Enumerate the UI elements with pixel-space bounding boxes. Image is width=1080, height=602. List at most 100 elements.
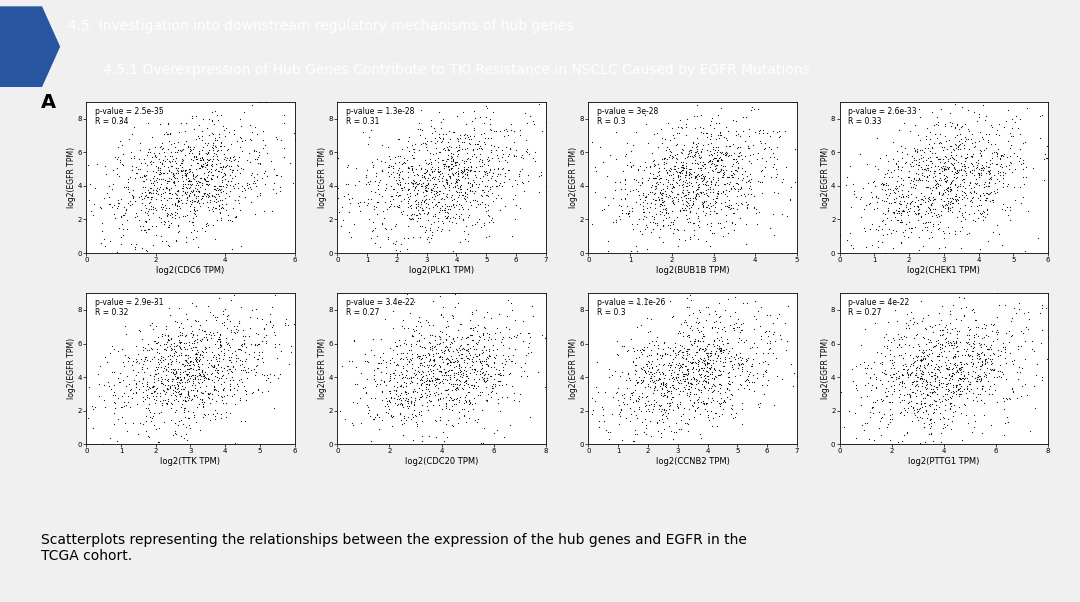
Point [697,370,714,380]
Point [191,370,208,380]
Point [702,129,719,138]
Point [124,388,141,398]
Point [178,314,195,323]
Point [638,222,656,232]
Point [180,164,198,173]
Point [433,137,450,147]
Point [707,193,725,203]
Point [414,360,431,370]
Point [962,357,980,367]
Point [403,356,420,365]
Point [139,147,157,157]
Point [907,209,924,219]
Point [394,361,411,371]
Point [717,150,734,160]
Point [416,227,433,237]
Point [502,298,519,308]
Point [905,357,922,367]
Point [187,383,204,393]
Point [686,350,703,359]
Point [692,326,710,335]
Point [973,150,990,160]
Point [599,246,617,255]
Point [951,226,969,236]
Point [735,190,753,199]
Point [621,187,638,196]
Point [329,153,347,163]
Point [707,356,725,366]
Point [996,347,1013,356]
Point [191,382,208,392]
Point [917,165,934,175]
Point [713,324,730,334]
Point [157,380,174,389]
Point [836,423,853,432]
Point [184,196,201,205]
Point [720,379,738,389]
Point [210,335,227,344]
Point [417,197,434,207]
Point [135,356,152,365]
Point [689,148,706,158]
Point [995,167,1012,176]
Point [865,204,882,214]
Point [177,136,194,146]
Point [124,393,141,403]
Point [900,398,917,408]
Point [937,364,955,374]
Point [410,367,428,376]
Point [172,370,189,379]
Point [671,175,688,185]
Point [204,143,221,153]
Point [654,417,672,426]
Point [707,373,725,382]
Point [431,352,448,362]
Point [214,162,231,172]
Point [827,392,845,402]
Point [190,181,207,190]
Point [627,376,645,385]
Point [619,209,636,219]
Point [113,344,131,354]
Point [688,364,705,373]
Point [422,116,440,125]
Point [885,376,902,386]
Point [711,312,728,322]
Point [420,379,437,388]
Point [929,385,946,394]
Point [214,392,231,402]
Point [501,175,518,184]
Point [986,379,1003,389]
Point [408,419,426,429]
Point [922,361,940,370]
Point [460,396,477,405]
Point [461,131,478,140]
Point [962,188,980,197]
Point [461,330,478,340]
Point [475,329,492,338]
Point [926,362,943,372]
Point [680,170,698,179]
Point [908,398,926,408]
Point [848,191,865,201]
Point [953,370,970,379]
Point [136,158,153,167]
Point [415,138,432,147]
Point [152,407,170,417]
Point [899,149,916,159]
Point [247,328,265,338]
Point [713,409,730,419]
Point [743,343,760,352]
Point [631,391,648,401]
Point [138,246,156,255]
Point [723,184,740,193]
Point [458,345,475,355]
Point [150,424,167,433]
Point [450,190,468,200]
Point [426,166,443,176]
Point [411,358,429,367]
Point [639,379,657,389]
Point [674,169,691,178]
Point [926,208,943,218]
Point [608,442,625,452]
